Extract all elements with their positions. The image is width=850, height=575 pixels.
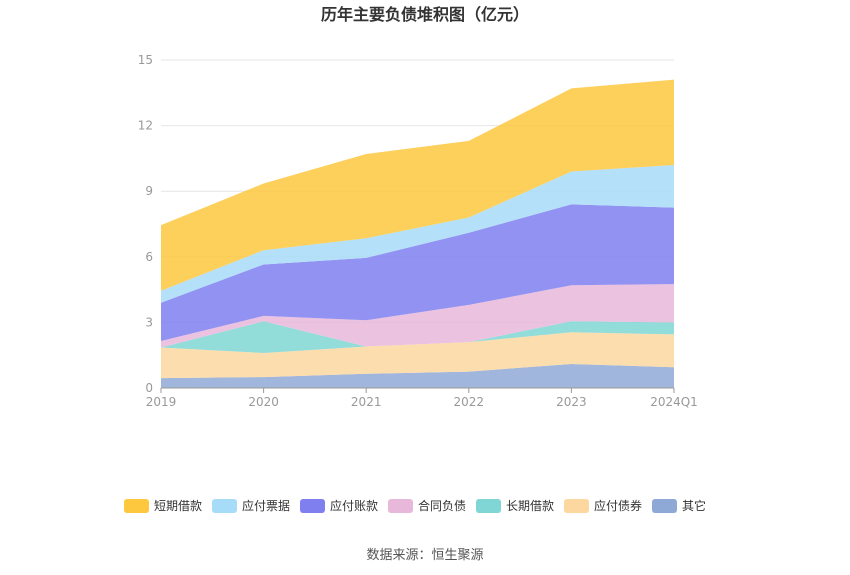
legend-swatch [652, 499, 677, 513]
source-text: 数据来源：恒生聚源 [366, 548, 483, 563]
x-tick-label: 2020 [248, 395, 279, 409]
area-series [161, 79, 674, 388]
legend-swatch [212, 499, 237, 513]
area-应付账款 [161, 204, 674, 341]
axes: 2019 2020 2021 2022 2023 2024Q1 [146, 387, 698, 409]
y-tick-label: 15 [138, 53, 153, 67]
legend-label: 合同负债 [418, 498, 466, 513]
area-应付票据 [161, 164, 674, 303]
y-tick-label: 6 [145, 250, 153, 264]
legend-swatch [300, 499, 325, 513]
legend-swatch [124, 499, 149, 513]
x-tick-label: 2022 [454, 395, 485, 409]
y-tick-label: 12 [138, 119, 153, 133]
legend-swatch [476, 499, 501, 513]
x-tick-label: 2021 [351, 395, 382, 409]
x-tick-label: 2023 [556, 395, 587, 409]
area-长期借款 [161, 321, 674, 354]
legend-swatch [388, 499, 413, 513]
x-tick-label: 2024Q1 [650, 395, 698, 409]
legend-label: 应付债券 [594, 498, 642, 513]
chart-title: 历年主要负债堆积图（亿元） [321, 5, 529, 24]
legend-label: 其它 [682, 498, 706, 513]
area-其它 [161, 363, 674, 388]
legend-label: 应付票据 [242, 498, 290, 513]
y-tick-label: 0 [145, 381, 153, 395]
y-tick-label: 9 [145, 184, 153, 198]
legend-label: 长期借款 [506, 499, 554, 513]
area-短期借款 [161, 79, 674, 291]
legend-label: 应付账款 [330, 498, 378, 513]
legend-swatch [564, 499, 589, 513]
x-tick-label: 2019 [146, 395, 177, 409]
legend: 短期借款 应付票据 应付账款 合同负债 长期借款 应付债券 其它 [124, 498, 706, 513]
legend-label: 短期借款 [154, 499, 202, 513]
area-应付债券 [161, 332, 674, 379]
y-tick-label: 3 [145, 315, 153, 329]
area-合同负债 [161, 284, 674, 348]
